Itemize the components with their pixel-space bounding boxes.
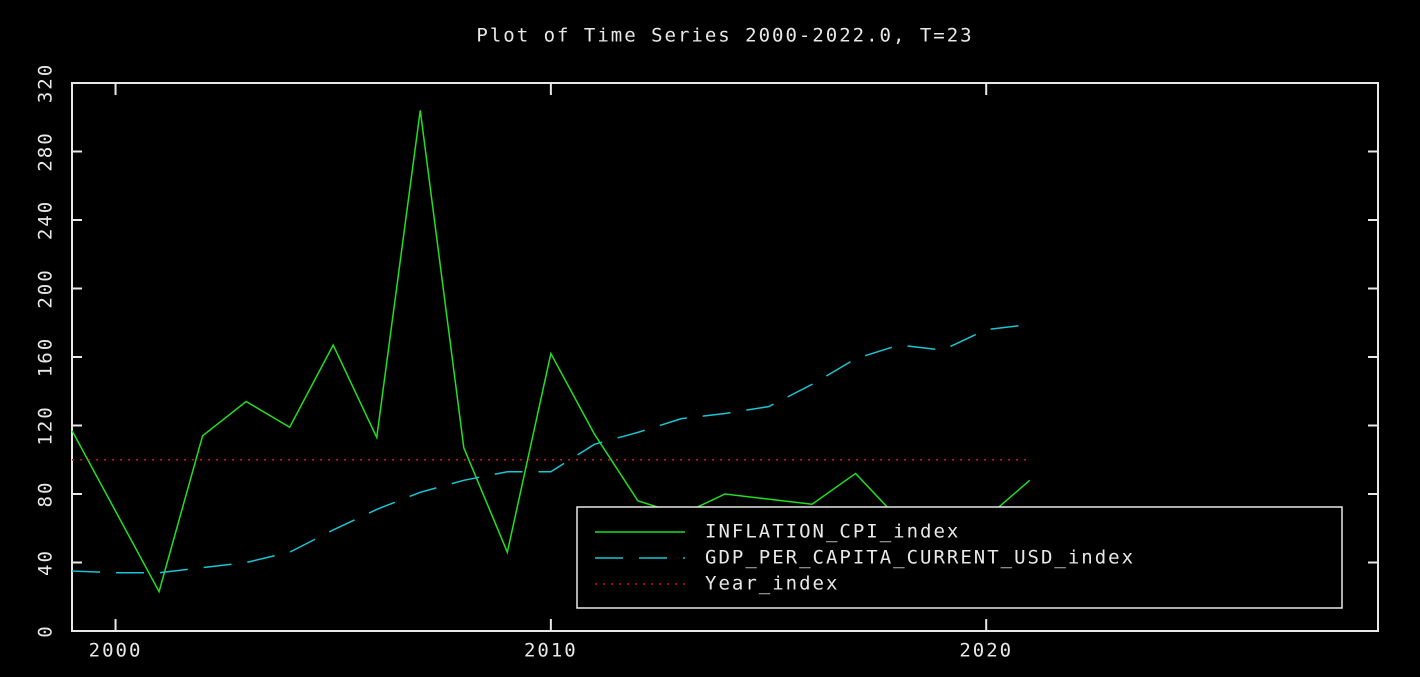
y-tick-label: 0 (35, 624, 57, 637)
y-tick-label: 120 (35, 405, 57, 445)
legend-label: INFLATION_CPI_index (705, 521, 960, 543)
series-line (71, 110, 1031, 594)
y-tick-label: 280 (35, 131, 57, 171)
series-line (71, 323, 1030, 574)
x-tick-label: 2010 (524, 640, 578, 662)
legend-label: Year_index (705, 573, 839, 595)
y-tick-label: 160 (35, 337, 57, 377)
y-tick-label: 200 (35, 268, 57, 308)
y-tick-label: 320 (35, 63, 57, 103)
legend-box (576, 506, 1343, 609)
y-tick-label: 40 (35, 549, 57, 576)
y-tick-label: 80 (35, 481, 57, 508)
x-tick-label: 2020 (959, 640, 1013, 662)
y-tick-label: 240 (35, 200, 57, 240)
x-tick-label: 2000 (89, 640, 143, 662)
legend-label: GDP_PER_CAPITA_CURRENT_USD_index (705, 547, 1135, 569)
chart-title: Plot of Time Series 2000-2022.0, T=23 (476, 25, 973, 47)
